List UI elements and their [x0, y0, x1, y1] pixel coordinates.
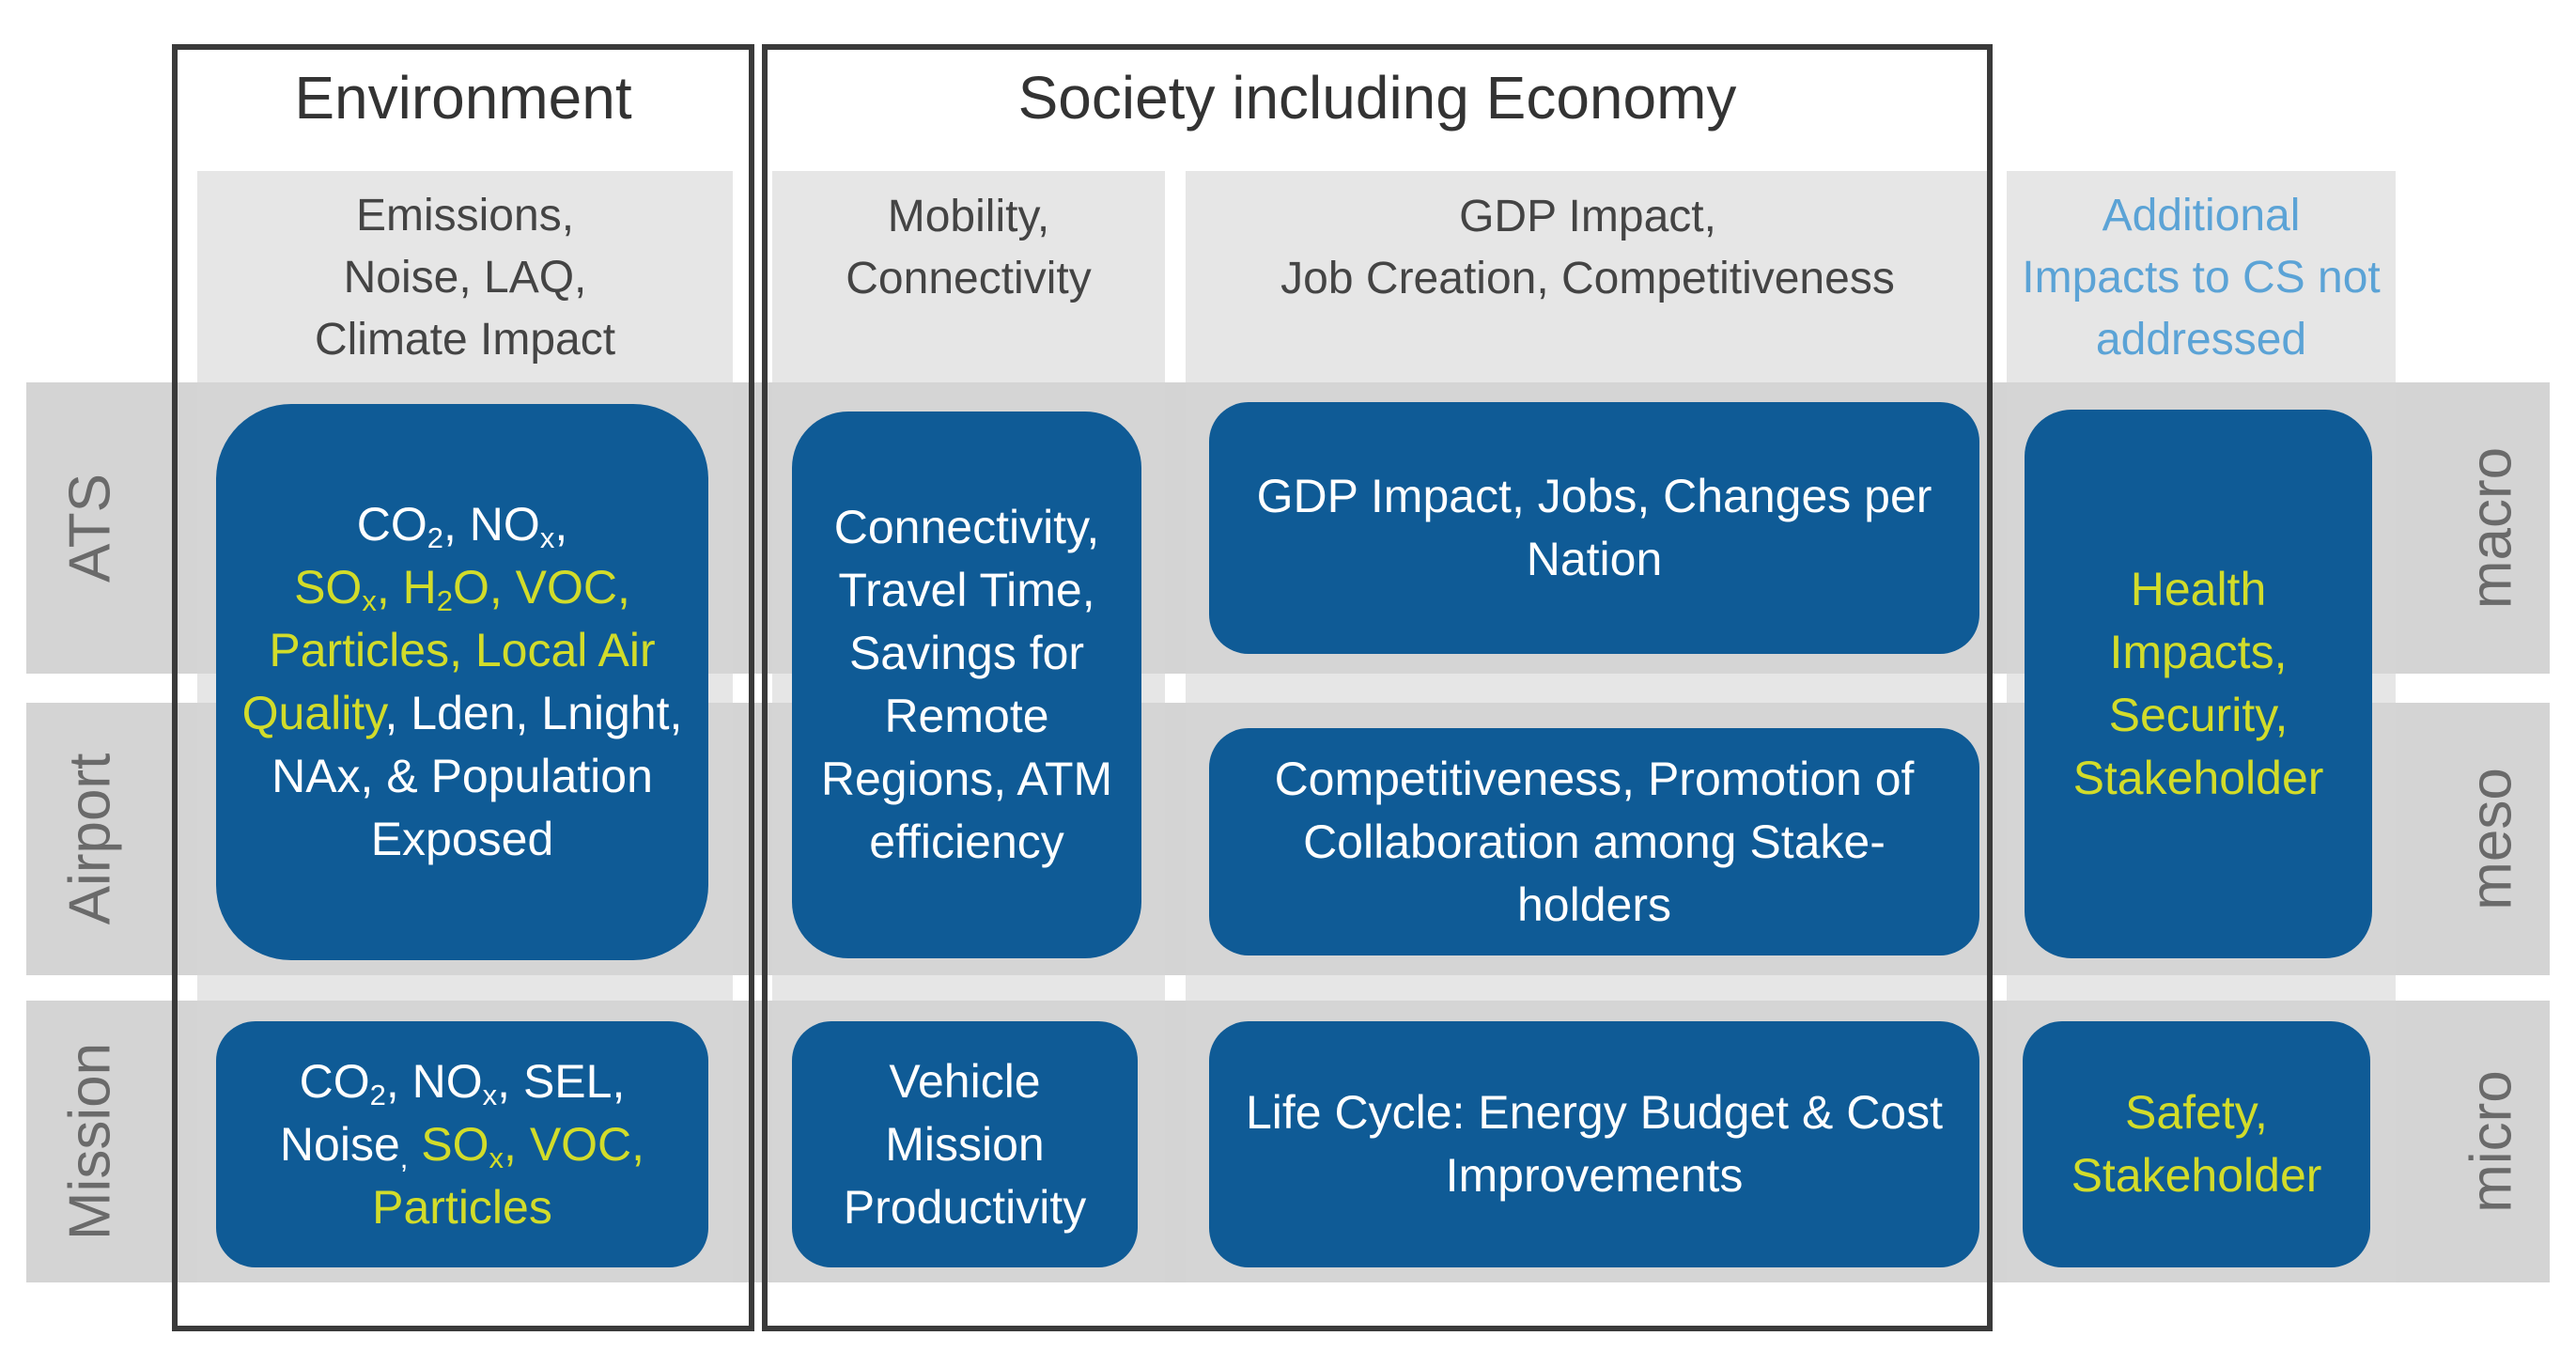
header-emissions: Emissions, Noise, LAQ, Climate Impact	[197, 184, 733, 372]
box-gdp-macro-text: GDP Impact, Jobs, Changes per Nation	[1256, 470, 1932, 585]
header-additional: Additional Impacts to CS not addressed	[2007, 184, 2396, 372]
header-additional-line: Additional	[2102, 191, 2301, 241]
header-panel-gdp	[1186, 171, 1990, 382]
header-emissions-line: Noise, LAQ,	[343, 253, 587, 303]
society-title: Society including Economy	[1017, 64, 1737, 132]
header-panel-mobility	[772, 171, 1165, 382]
environment-title: Environment	[294, 64, 632, 132]
box-additional-micro: Safety, Stakeholder	[2023, 1021, 2370, 1267]
box-mobility-macro: Connectivity, Travel Time, Savings for R…	[792, 412, 1141, 958]
box-gdp-macro: GDP Impact, Jobs, Changes per Nation	[1209, 402, 1979, 654]
box-gdp-micro: Life Cycle: Energy Budget & Cost Improve…	[1209, 1021, 1979, 1267]
society-frame	[762, 44, 1993, 1331]
header-mobility-line: Mobility,	[887, 191, 1050, 241]
box-gdp-micro-text: Life Cycle: Energy Budget & Cost Improve…	[1245, 1086, 1944, 1202]
row-label-airport: Airport	[57, 753, 123, 925]
box-environment-macro-text: CO2, NOx, SOx, H2O, VOC, Particles, Loca…	[241, 498, 683, 865]
box-additional-macro-text: Health Impacts, Security, Stakeholder	[2072, 563, 2324, 804]
box-mobility-micro-text: Vehicle Mission Productivity	[843, 1054, 1087, 1234]
box-additional-macro: Health Impacts, Security, Stakeholder	[2025, 410, 2372, 958]
scale-label-micro: micro	[2459, 1070, 2524, 1213]
box-environment-macro: CO2, NOx, SOx, H2O, VOC, Particles, Loca…	[216, 404, 708, 960]
box-additional-micro-text: Safety, Stakeholder	[2071, 1086, 2322, 1202]
header-mobility-line: Connectivity	[846, 253, 1092, 303]
header-panel-additional	[2007, 171, 2396, 382]
box-environment-micro-text: CO2, NOx, SEL, Noise, SOx, VOC, Particle…	[279, 1054, 645, 1234]
header-additional-line: addressed	[2095, 315, 2307, 365]
box-mobility-macro-text: Connectivity, Travel Time, Savings for R…	[820, 501, 1113, 868]
header-panel-emissions	[197, 171, 733, 382]
header-additional-line: Impacts to CS not	[2022, 253, 2381, 303]
header-gdp-line: Job Creation, Competitiveness	[1280, 253, 1895, 303]
header-gdp-line: GDP Impact,	[1459, 191, 1716, 241]
scale-label-meso: meso	[2459, 768, 2524, 910]
header-emissions-line: Emissions,	[355, 191, 575, 241]
environment-frame	[172, 44, 754, 1331]
box-gdp-meso: Competitiveness, Promotion of Collaborat…	[1209, 728, 1979, 955]
row-label-mission: Mission	[57, 1042, 123, 1241]
row-label-ats: ATS	[57, 474, 123, 583]
header-gdp: GDP Impact, Job Creation, Competitivenes…	[1186, 184, 1990, 311]
box-environment-micro: CO2, NOx, SEL, Noise, SOx, VOC, Particle…	[216, 1021, 708, 1267]
box-mobility-micro: Vehicle Mission Productivity	[792, 1021, 1138, 1267]
header-emissions-line: Climate Impact	[314, 315, 616, 365]
box-gdp-meso-text: Competitiveness, Promotion of Collaborat…	[1274, 752, 1915, 931]
header-mobility: Mobility, Connectivity	[772, 184, 1165, 311]
scale-label-macro: macro	[2459, 446, 2524, 610]
